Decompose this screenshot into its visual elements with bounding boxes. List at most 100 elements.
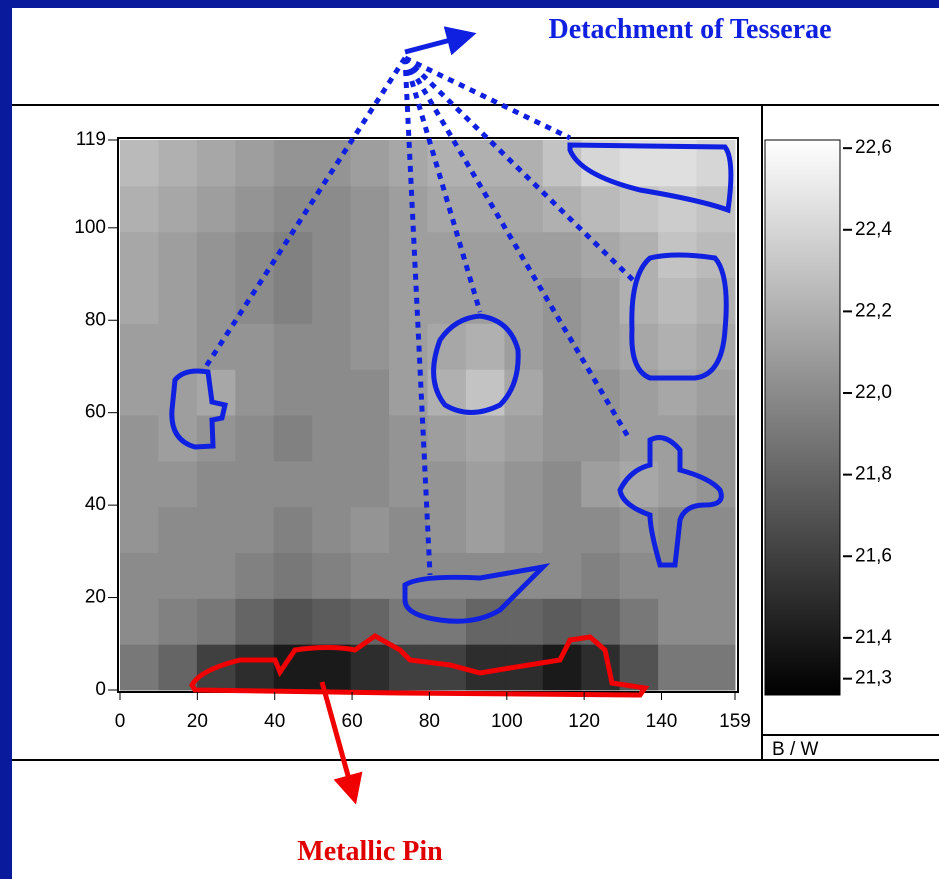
heat-cell bbox=[197, 553, 236, 599]
heat-cell bbox=[120, 186, 159, 232]
heat-cell bbox=[543, 553, 582, 599]
heat-cell bbox=[274, 507, 313, 553]
heat-cell bbox=[312, 140, 351, 186]
heat-cell bbox=[235, 323, 274, 369]
heat-cell bbox=[543, 461, 582, 507]
heat-cell bbox=[235, 186, 274, 232]
heat-cell bbox=[620, 553, 659, 599]
heat-cell bbox=[620, 323, 659, 369]
heat-cell bbox=[581, 323, 620, 369]
heat-cell bbox=[351, 278, 390, 324]
heat-cell bbox=[312, 553, 351, 599]
heat-cell bbox=[312, 507, 351, 553]
heat-cell bbox=[274, 140, 313, 186]
heat-cell bbox=[697, 415, 736, 461]
heat-cell bbox=[466, 140, 505, 186]
x-tick-label: 20 bbox=[187, 711, 208, 732]
heat-cell bbox=[120, 461, 159, 507]
heat-cell bbox=[120, 598, 159, 644]
heat-cell bbox=[235, 507, 274, 553]
x-tick-label: 159 bbox=[719, 711, 751, 732]
heat-cell bbox=[543, 323, 582, 369]
heat-cell bbox=[120, 415, 159, 461]
heat-cell bbox=[581, 278, 620, 324]
heat-cell bbox=[312, 598, 351, 644]
x-tick-label: 60 bbox=[342, 711, 363, 732]
heat-cell bbox=[235, 598, 274, 644]
heat-cell bbox=[120, 278, 159, 324]
heat-cell bbox=[428, 278, 467, 324]
heat-cell bbox=[197, 232, 236, 278]
heat-cell bbox=[312, 323, 351, 369]
heat-cell bbox=[351, 186, 390, 232]
heat-cell bbox=[504, 507, 543, 553]
heat-cell bbox=[158, 323, 197, 369]
heat-cell bbox=[504, 278, 543, 324]
heat-cell bbox=[389, 232, 428, 278]
heat-cell bbox=[120, 507, 159, 553]
heat-cell bbox=[697, 278, 736, 324]
y-tick-label: 80 bbox=[85, 309, 106, 330]
heat-cell bbox=[543, 232, 582, 278]
x-tick-label: 120 bbox=[568, 711, 600, 732]
heat-cell bbox=[351, 323, 390, 369]
heat-cell bbox=[197, 461, 236, 507]
y-tick-label: 40 bbox=[85, 494, 106, 515]
colorbar-tick-label: 21,8 bbox=[855, 464, 892, 485]
heat-cell bbox=[235, 140, 274, 186]
heat-cell bbox=[312, 415, 351, 461]
heat-cell bbox=[197, 369, 236, 415]
heat-cell bbox=[235, 461, 274, 507]
heat-cell bbox=[274, 278, 313, 324]
heat-cell bbox=[120, 553, 159, 599]
y-tick-label: 60 bbox=[85, 402, 106, 423]
heat-cell bbox=[197, 598, 236, 644]
heat-cell bbox=[658, 644, 697, 690]
heat-cell bbox=[158, 507, 197, 553]
heat-cell bbox=[543, 369, 582, 415]
x-tick-label: 80 bbox=[419, 711, 440, 732]
heat-cell bbox=[158, 278, 197, 324]
heat-cell bbox=[504, 415, 543, 461]
heat-cell bbox=[697, 644, 736, 690]
heat-cell bbox=[504, 461, 543, 507]
heat-cell bbox=[120, 140, 159, 186]
heat-cell bbox=[197, 415, 236, 461]
heat-cell bbox=[389, 186, 428, 232]
heat-cell bbox=[197, 323, 236, 369]
colorbar bbox=[765, 140, 840, 695]
heat-cell bbox=[581, 415, 620, 461]
heat-cell bbox=[351, 415, 390, 461]
heat-cell bbox=[158, 186, 197, 232]
heat-cell bbox=[312, 644, 351, 690]
heat-cell bbox=[274, 369, 313, 415]
heat-cell bbox=[158, 140, 197, 186]
y-tick-label: 20 bbox=[85, 587, 106, 608]
heat-cell bbox=[235, 553, 274, 599]
heat-cell bbox=[389, 278, 428, 324]
heat-cell bbox=[274, 415, 313, 461]
heat-cell bbox=[351, 140, 390, 186]
heat-cell bbox=[504, 598, 543, 644]
heat-cell bbox=[274, 553, 313, 599]
heat-cell bbox=[428, 186, 467, 232]
colorbar-tick-label: 22,0 bbox=[855, 382, 892, 403]
colorbar-tick-label: 21,4 bbox=[855, 627, 892, 648]
heat-cell bbox=[197, 140, 236, 186]
annotation: Metallic Pin bbox=[297, 836, 443, 867]
heat-cell bbox=[235, 369, 274, 415]
heat-cell bbox=[466, 507, 505, 553]
heat-cell bbox=[581, 507, 620, 553]
heat-cell bbox=[312, 278, 351, 324]
heat-cell bbox=[351, 232, 390, 278]
x-tick-label: 0 bbox=[115, 711, 126, 732]
colorbar-tick-label: 21,3 bbox=[855, 668, 892, 689]
heat-cell bbox=[120, 369, 159, 415]
heat-cell bbox=[428, 415, 467, 461]
heat-cell bbox=[389, 507, 428, 553]
heat-cell bbox=[697, 553, 736, 599]
heat-cell bbox=[158, 461, 197, 507]
heat-cell bbox=[466, 232, 505, 278]
heat-cell bbox=[581, 186, 620, 232]
heat-cell bbox=[504, 186, 543, 232]
